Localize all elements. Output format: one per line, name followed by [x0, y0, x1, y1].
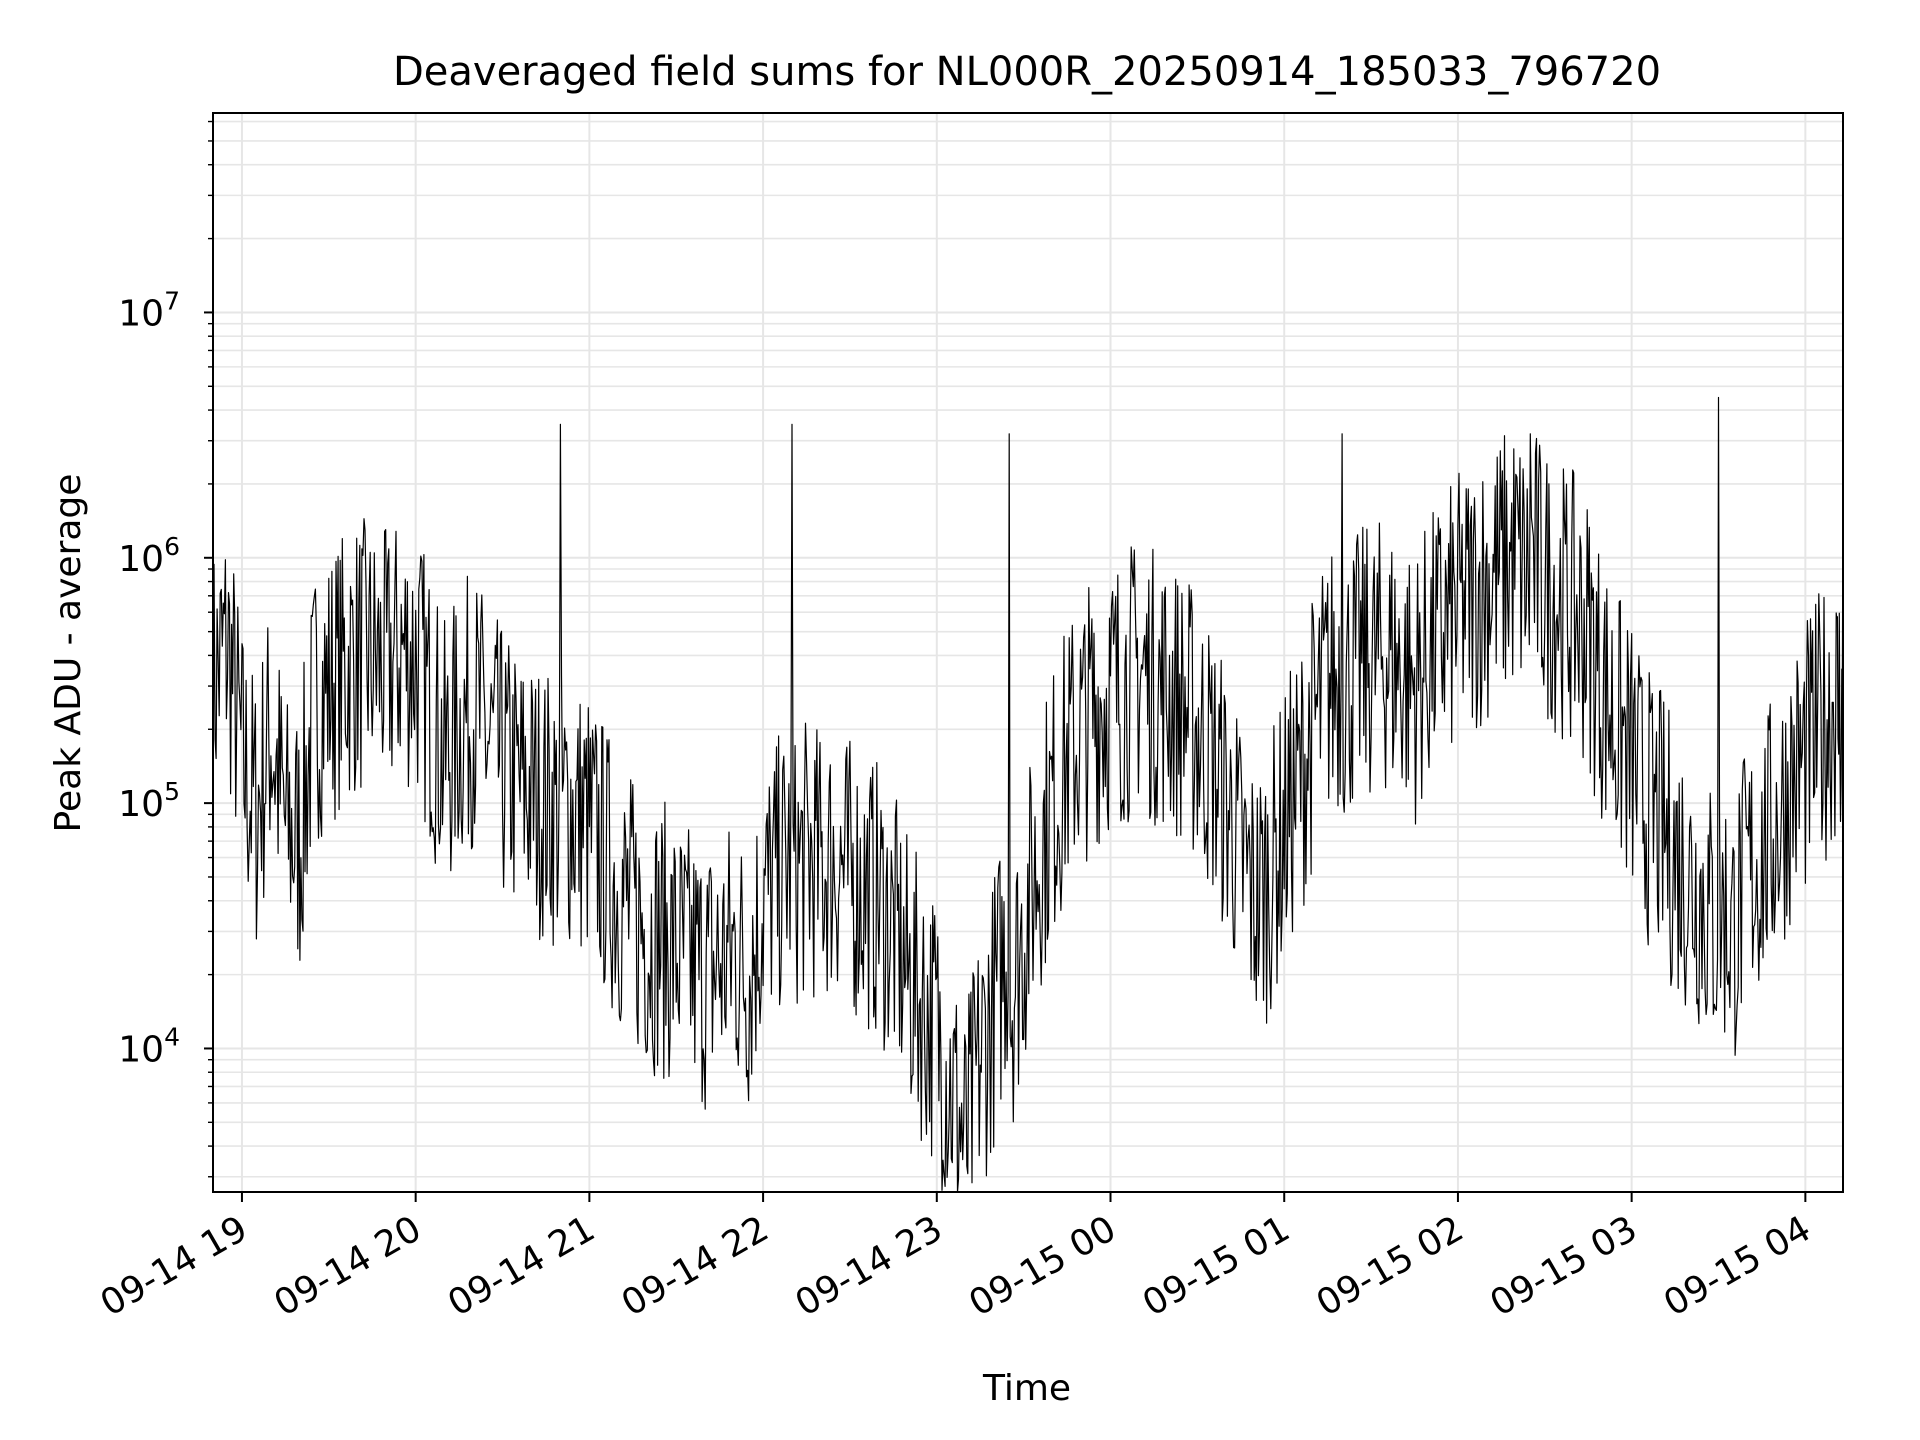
chart-title: Deaveraged field sums for NL000R_2025091… [393, 49, 1661, 95]
x-axis-label: Time [982, 1368, 1071, 1409]
plot-frame [212, 112, 1844, 1193]
y-tick-label: 107 [118, 286, 180, 334]
y-axis-label: Peak ADU - average [48, 474, 89, 833]
series-line [212, 396, 1844, 1193]
y-tick-label: 106 [118, 532, 180, 580]
y-tick-label: 104 [118, 1022, 180, 1070]
y-tick-label: 105 [118, 777, 180, 825]
y-axis: 104 105 106 107 [118, 120, 213, 1178]
